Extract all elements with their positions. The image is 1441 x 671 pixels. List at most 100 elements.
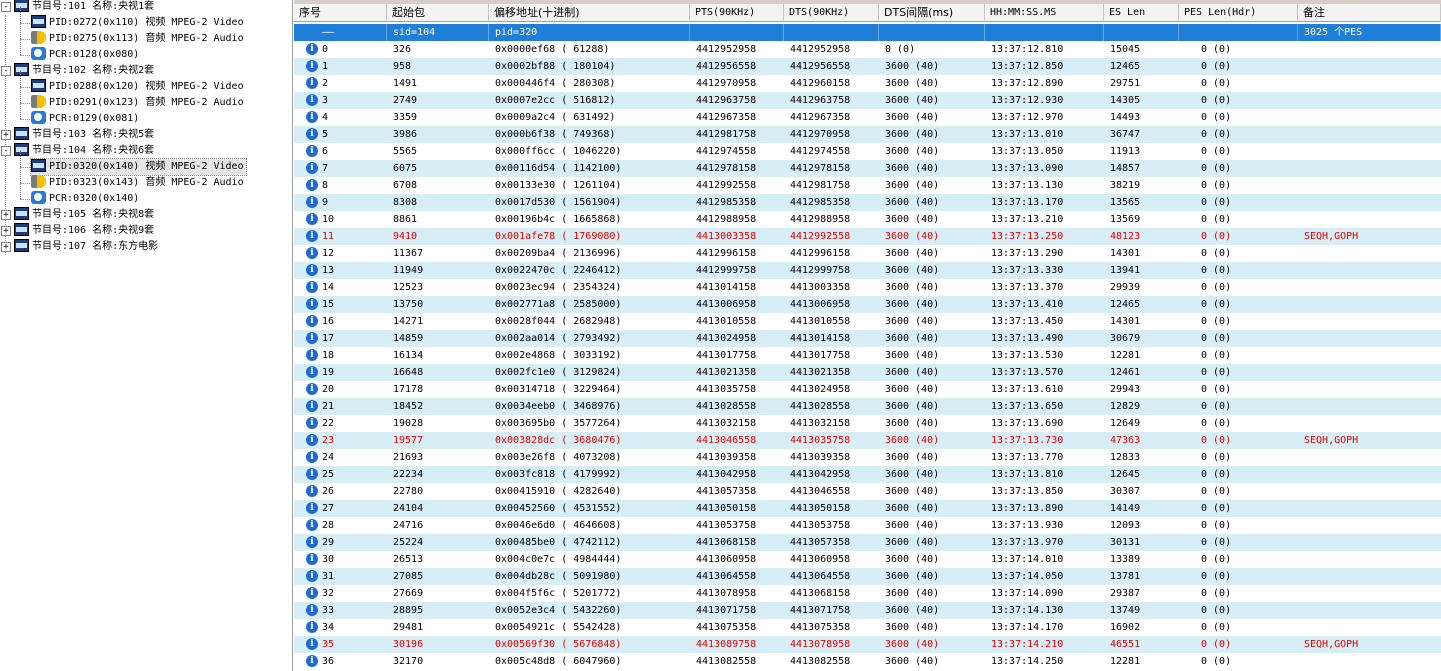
cell-col-dts: 4413003358 (790, 282, 851, 293)
cell-col-offset: 0x0000ef68 ( 61288) (495, 44, 610, 55)
table-row[interactable]: i 31 27085 0x004db28c ( 5091980) 4413064558 4… (294, 568, 1441, 585)
table-row[interactable]: i 0 326 0x0000ef68 ( 61288) 4412952958 441295… (294, 41, 1441, 58)
header-col-offset[interactable]: 偏移地址(十进制) (489, 4, 690, 22)
table-row[interactable]: i 14 12523 0x0023ec94 ( 2354324) 4413014158 4… (294, 279, 1441, 296)
cell-col-time: 13:37:14.130 (991, 605, 1064, 616)
expand-icon[interactable]: + (1, 130, 11, 140)
expand-icon[interactable]: + (1, 226, 11, 236)
header-col-pts[interactable]: PTS(90KHz) (690, 4, 784, 22)
cell-col-remark: SEQH,GOPH (1304, 435, 1359, 446)
table-row[interactable]: i 23 19577 0x003828dc ( 3680476) 4413046558 4… (294, 432, 1441, 449)
table-row[interactable]: i 36 32170 0x005c48d8 ( 6047960) 4413082558 4… (294, 653, 1441, 670)
table-row[interactable]: i 7 6075 0x00116d54 ( 1142100) 4412978158 441… (294, 160, 1441, 177)
tree-item-stream[interactable]: PID:0323(0x143) 音频 MPEG-2 Audio (31, 175, 246, 191)
table-row[interactable]: i 12 11367 0x00209ba4 ( 2136996) 4412996158 4… (294, 245, 1441, 262)
tree-item-stream[interactable]: PCR:0129(0x081) (31, 111, 141, 127)
table-row[interactable]: i 27 24104 0x00452560 ( 4531552) 4413050158 4… (294, 500, 1441, 517)
table-row[interactable]: i 4 3359 0x0009a2c4 ( 631492) 4412967358 4412… (294, 109, 1441, 126)
tree-item-program[interactable]: 节目号:101 名称:央视1套 (14, 0, 156, 15)
cell-col-dts: 4412985358 (790, 197, 851, 208)
cell-col-dts-interval: 3600 (40) (885, 588, 940, 599)
table-row[interactable]: i 30 26513 0x004c0e7c ( 4984444) 4413060958 4… (294, 551, 1441, 568)
cell-col-pts: 4413014158 (696, 282, 757, 293)
table-row[interactable]: i 8 6708 0x00133e30 ( 1261104) 4412992558 441… (294, 177, 1441, 194)
program-tree[interactable]: - 节目号:101 名称:央视1套 PID:0272(0x110) 视频 MPEG-… (0, 0, 293, 671)
table-row[interactable]: i 6 5565 0x000ff6cc ( 1046220) 4412974558 441… (294, 143, 1441, 160)
header-col-dts[interactable]: DTS(90KHz) (784, 4, 879, 22)
cell-col-index: 11 (322, 231, 335, 242)
tree-item-program[interactable]: 节目号:102 名称:央视2套 (14, 63, 156, 79)
table-row[interactable]: i 21 18452 0x0034eeb0 ( 3468976) 4413028558 4… (294, 398, 1441, 415)
table-row[interactable]: i 22 19028 0x003695b0 ( 3577264) 4413032158 4… (294, 415, 1441, 432)
tree-item-stream[interactable]: PID:0288(0x120) 视频 MPEG-2 Video (31, 79, 246, 95)
header-col-es-len[interactable]: ES Len (1104, 4, 1179, 22)
table-row[interactable]: i 33 28895 0x0052e3c4 ( 5432260) 4413071758 4… (294, 602, 1441, 619)
cell-col-pts: 4412963758 (696, 95, 757, 106)
table-row[interactable]: i 35 30196 0x00569f30 ( 5676848) 4413089758 4… (294, 636, 1441, 653)
table-row[interactable]: i 29 25224 0x00485be0 ( 4742112) 4413068158 4… (294, 534, 1441, 551)
table-row[interactable]: i 9 8308 0x0017d530 ( 1561904) 4412985358 441… (294, 194, 1441, 211)
summary-row[interactable]: —— sid=104 pid=320 3025 个PES (294, 24, 1441, 41)
tree-item-program[interactable]: 节目号:107 名称:东方电影 (14, 239, 160, 255)
tree-guide-line (20, 151, 21, 199)
table-row[interactable]: i 13 11949 0x0022470c ( 2246412) 4412999758 4… (294, 262, 1441, 279)
header-col-pes-len[interactable]: PES Len(Hdr) (1179, 4, 1298, 22)
info-icon: i (306, 638, 318, 650)
cell-col-dts (784, 24, 879, 41)
cell-col-time: 13:37:13.410 (991, 299, 1064, 310)
tree-item-stream[interactable]: PID:0320(0x140) 视频 MPEG-2 Video (30, 158, 247, 176)
pes-table[interactable]: 序号 起始包 偏移地址(十进制) PTS(90KHz) DTS(90KHz) DTS间隔(… (294, 0, 1441, 671)
tree-item-program[interactable]: 节目号:106 名称:央视9套 (14, 223, 156, 239)
cell-col-start-packet: 8861 (393, 214, 418, 225)
table-row[interactable]: i 15 13750 0x002771a8 ( 2585000) 4413006958 4… (294, 296, 1441, 313)
header-col-start-packet[interactable]: 起始包 (387, 4, 489, 22)
cell-col-pts: 4413060958 (696, 554, 757, 565)
table-row[interactable]: i 32 27669 0x004f5f6c ( 5201772) 4413078958 4… (294, 585, 1441, 602)
tree-item-program[interactable]: 节目号:105 名称:央视8套 (14, 207, 156, 223)
tree-item-program[interactable]: 节目号:104 名称:央视6套 (14, 143, 156, 159)
table-row[interactable]: i 11 9410 0x001afe78 ( 1769080) 4413003358 44… (294, 228, 1441, 245)
info-icon: i (306, 94, 318, 106)
tree-item-program[interactable]: 节目号:103 名称:央视5套 (14, 127, 156, 143)
table-row[interactable]: i 2 1491 0x000446f4 ( 280308) 4412970958 4412… (294, 75, 1441, 92)
table-row[interactable]: i 20 17178 0x00314718 ( 3229464) 4413035758 4… (294, 381, 1441, 398)
table-row[interactable]: i 26 22780 0x00415910 ( 4282640) 4413057358 4… (294, 483, 1441, 500)
cell-col-index: 31 (322, 571, 335, 582)
cell-col-pts: 4412992558 (696, 180, 757, 191)
collapse-icon[interactable]: - (1, 66, 11, 76)
tree-item-stream[interactable]: PID:0291(0x123) 音频 MPEG-2 Audio (31, 95, 246, 111)
cell-col-time: 13:37:13.930 (991, 520, 1064, 531)
info-icon: i (306, 349, 318, 361)
tree-item-label: PCR:0320(0x140) (49, 193, 140, 204)
table-row[interactable]: i 1 958 0x0002bf88 ( 180104) 4412956558 44129… (294, 58, 1441, 75)
collapse-icon[interactable]: - (1, 146, 11, 156)
header-col-remark[interactable]: 备注 (1298, 4, 1441, 22)
expand-icon[interactable]: + (1, 210, 11, 220)
table-row[interactable]: i 5 3986 0x000b6f38 ( 749368) 4412981758 4412… (294, 126, 1441, 143)
table-row[interactable]: i 18 16134 0x002e4868 ( 3033192) 4413017758 4… (294, 347, 1441, 364)
table-row[interactable]: i 19 16648 0x002fc1e0 ( 3129824) 4413021358 4… (294, 364, 1441, 381)
cell-col-es-len: 13565 (1110, 197, 1141, 208)
cell-col-offset: 0x0017d530 ( 1561904) (495, 197, 622, 208)
collapse-icon[interactable]: - (1, 2, 11, 12)
table-row[interactable]: i 3 2749 0x0007e2cc ( 516812) 4412963758 4412… (294, 92, 1441, 109)
table-row[interactable]: i 34 29481 0x0054921c ( 5542428) 4413075358 4… (294, 619, 1441, 636)
tree-item-stream[interactable]: PID:0272(0x110) 视频 MPEG-2 Video (31, 15, 246, 31)
table-row[interactable]: i 16 14271 0x0028f044 ( 2682948) 4413010558 4… (294, 313, 1441, 330)
tree-item-stream[interactable]: PCR:0128(0x080) (31, 47, 141, 63)
table-row[interactable]: i 10 8861 0x00196b4c ( 1665868) 4412988958 44… (294, 211, 1441, 228)
header-col-time[interactable]: HH:MM:SS.MS (985, 4, 1104, 22)
cell-col-time: 13:37:13.490 (991, 333, 1064, 344)
cell-col-offset: 0x00196b4c ( 1665868) (495, 214, 622, 225)
cell-col-pts: 4413003358 (696, 231, 757, 242)
table-row[interactable]: i 17 14859 0x002aa014 ( 2793492) 4413024958 4… (294, 330, 1441, 347)
table-row[interactable]: i 28 24716 0x0046e6d0 ( 4646608) 4413053758 4… (294, 517, 1441, 534)
header-col-dts-interval[interactable]: DTS间隔(ms) (879, 4, 985, 22)
table-row[interactable]: i 24 21693 0x003e26f8 ( 4073208) 4413039358 4… (294, 449, 1441, 466)
expand-icon[interactable]: + (1, 242, 11, 252)
cell-col-pts: 4413078958 (696, 588, 757, 599)
header-col-index[interactable]: 序号 (294, 4, 387, 22)
table-row[interactable]: i 25 22234 0x003fc818 ( 4179992) 4413042958 4… (294, 466, 1441, 483)
tree-item-stream[interactable]: PID:0275(0x113) 音频 MPEG-2 Audio (31, 31, 246, 47)
tree-item-stream[interactable]: PCR:0320(0x140) (31, 191, 141, 207)
